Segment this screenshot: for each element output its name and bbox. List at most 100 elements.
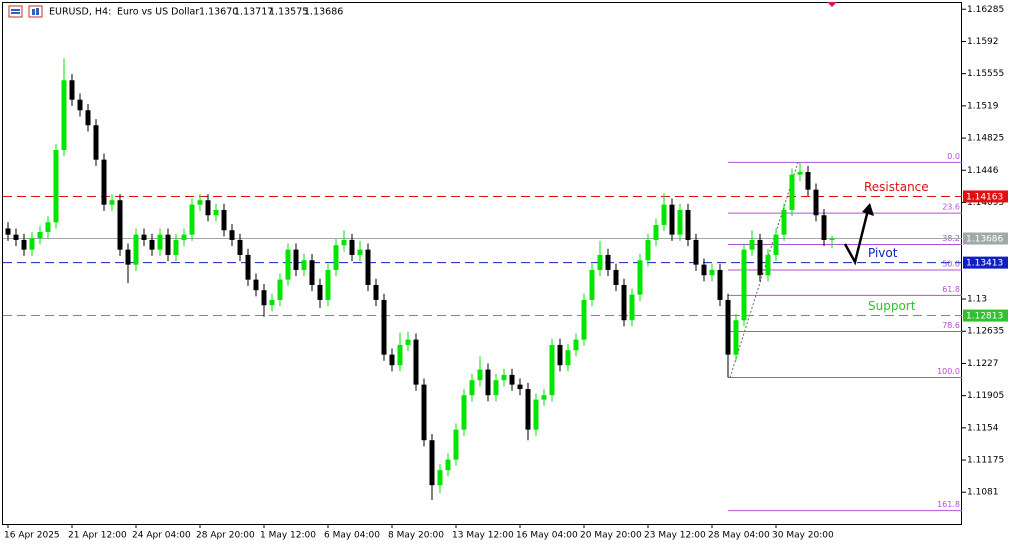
- price-box-label: 1.13686: [966, 235, 1003, 245]
- candle-body: [197, 200, 203, 205]
- candle-body: [5, 228, 11, 235]
- icon: [36, 8, 39, 15]
- y-tick-label: 1.1592: [967, 37, 999, 47]
- candle-body: [829, 238, 835, 240]
- candle-body: [781, 209, 787, 235]
- candle-body: [69, 80, 75, 100]
- candle-body: [573, 339, 579, 351]
- x-tick-label: 28 May 04:00: [708, 531, 770, 541]
- candle-body: [309, 260, 315, 285]
- level-name: Resistance: [864, 180, 929, 194]
- candle-body: [349, 239, 355, 255]
- candle-body: [293, 249, 299, 270]
- candle-body: [517, 384, 523, 390]
- icon: [32, 9, 35, 15]
- fib-label: 78.6: [942, 321, 960, 330]
- arrow-head: [862, 203, 874, 216]
- candle-body: [709, 269, 715, 276]
- candle-body: [53, 149, 59, 223]
- arrow: [843, 209, 870, 266]
- candle-body: [117, 200, 123, 250]
- candle-body: [229, 230, 235, 240]
- x-tick-label: 1 May 12:00: [260, 531, 316, 541]
- y-tick-label: 1.11175: [967, 456, 1004, 466]
- candle-body: [733, 320, 739, 355]
- y-tick-label: 1.12635: [967, 327, 1004, 337]
- candle-body: [821, 215, 827, 240]
- candle-body: [13, 234, 19, 240]
- candle-body: [397, 344, 403, 366]
- y-tick-label: 1.1446: [967, 166, 999, 176]
- candle-body: [797, 172, 803, 175]
- candle-body: [629, 294, 635, 321]
- candle-body: [285, 249, 291, 280]
- candle-body: [813, 189, 819, 216]
- candle-body: [525, 389, 531, 430]
- fib-label: 0.0: [947, 152, 960, 161]
- price-box: [963, 232, 1008, 245]
- candle-body: [205, 200, 211, 216]
- y-tick-label: 1.1227: [967, 359, 999, 369]
- candle-body: [541, 395, 547, 400]
- candle-body: [765, 254, 771, 276]
- y-tick-label: 1.1081: [967, 488, 999, 498]
- candle-body: [261, 290, 267, 306]
- candle-body: [125, 249, 131, 265]
- candle-body: [597, 254, 603, 270]
- quote-open: 1.13670: [199, 7, 238, 18]
- candle-body: [253, 279, 259, 291]
- candle-body: [613, 269, 619, 285]
- candle-body: [685, 209, 691, 240]
- candle-body: [317, 284, 323, 300]
- candle-body: [509, 374, 515, 385]
- price-box: [963, 190, 1008, 203]
- fib-label: 50.0: [942, 259, 960, 268]
- symbol: EURUSD, H4:: [49, 7, 111, 18]
- candle-body: [29, 238, 35, 250]
- candle-body: [805, 172, 811, 190]
- candle-body: [565, 350, 571, 366]
- candle-body: [749, 239, 755, 250]
- price-box-label: 1.13413: [966, 259, 1003, 269]
- candle-body: [301, 260, 307, 270]
- candle-body: [445, 459, 451, 471]
- y-tick-label: 1.1519: [967, 101, 999, 111]
- y-tick-label: 1.15555: [967, 69, 1004, 79]
- candle-body: [421, 384, 427, 441]
- candle-body: [149, 239, 155, 250]
- x-tick-label: 16 Apr 2025: [4, 531, 60, 541]
- candle-body: [429, 440, 435, 486]
- candle-body: [469, 380, 475, 396]
- candle-body: [413, 339, 419, 385]
- fib-label: 161.8: [937, 500, 960, 509]
- candle-body: [109, 200, 115, 205]
- quote-low: 1.13575: [269, 7, 308, 18]
- candle-body: [21, 239, 27, 250]
- candle-body: [77, 99, 83, 111]
- price-box-label: 1.12813: [966, 312, 1003, 322]
- fib-label: 61.8: [942, 285, 960, 294]
- y-tick-label: 1.16285: [967, 5, 1004, 15]
- icon: [11, 9, 20, 11]
- candle-body: [757, 239, 763, 276]
- candle-body: [637, 260, 643, 295]
- y-tick-label: 1.11905: [967, 391, 1004, 401]
- candle-body: [717, 269, 723, 300]
- candle-body: [533, 399, 539, 430]
- candle-body: [373, 284, 379, 300]
- candle-body: [725, 299, 731, 355]
- fib-label: 100.0: [937, 367, 960, 376]
- x-tick-label: 6 May 04:00: [324, 531, 380, 541]
- candle-body: [133, 234, 139, 265]
- candle-body: [221, 209, 227, 231]
- price-box-label: 1.14163: [966, 192, 1003, 202]
- price-box: [963, 256, 1008, 269]
- x-tick-label: 8 May 20:00: [388, 531, 444, 541]
- candle-body: [333, 245, 339, 270]
- icon: [11, 12, 20, 14]
- candle-body: [245, 254, 251, 280]
- candle-body: [213, 209, 219, 216]
- candle-body: [141, 234, 147, 240]
